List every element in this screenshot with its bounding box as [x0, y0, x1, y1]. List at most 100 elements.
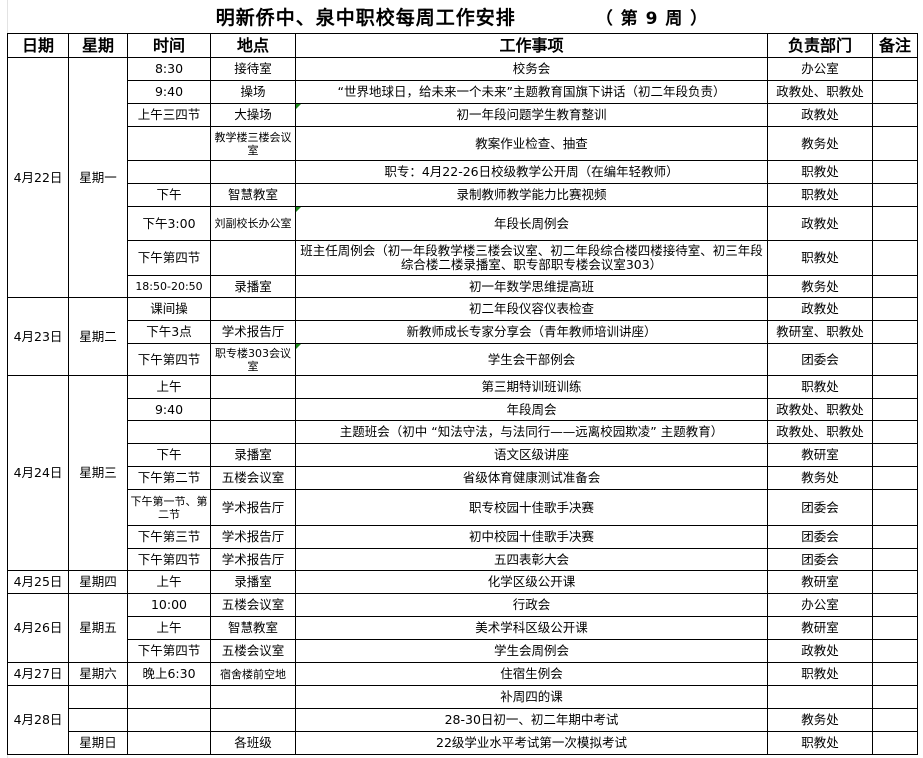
department-cell[interactable]: 教务处 [767, 275, 873, 298]
place-cell[interactable]: 五楼会议室 [210, 466, 296, 490]
time-cell[interactable]: 下午第四节 [127, 343, 211, 376]
date-cell[interactable]: 4月24日 [7, 375, 69, 571]
time-cell[interactable] [127, 708, 211, 732]
department-cell[interactable]: 教研室 [767, 570, 873, 594]
place-cell[interactable] [210, 398, 296, 421]
header-weekday[interactable]: 星期 [68, 33, 128, 58]
time-cell[interactable]: 下午第四节 [127, 639, 211, 663]
place-cell[interactable]: 学术报告厅 [210, 489, 296, 526]
time-cell[interactable]: 课间操 [127, 297, 211, 321]
remarks-cell[interactable] [872, 160, 918, 184]
remarks-cell[interactable] [872, 126, 918, 161]
department-cell[interactable]: 政教处、职教处 [767, 420, 873, 444]
task-cell[interactable]: 学生会干部例会 [295, 343, 768, 376]
time-cell[interactable]: 8:30 [127, 57, 211, 81]
remarks-cell[interactable] [872, 525, 918, 549]
weekday-cell[interactable]: 星期四 [68, 570, 128, 594]
department-cell[interactable]: 教务处 [767, 466, 873, 490]
task-cell[interactable]: 初二年段仪容仪表检查 [295, 297, 768, 321]
department-cell[interactable]: 教务处 [767, 126, 873, 161]
task-cell[interactable]: 22级学业水平考试第一次模拟考试 [295, 731, 768, 755]
department-cell[interactable]: 政教处 [767, 297, 873, 321]
task-cell[interactable]: 新教师成长专家分享会（青年教师培训讲座） [295, 320, 768, 344]
department-cell[interactable]: 职教处 [767, 662, 873, 686]
department-cell[interactable]: 教研室 [767, 616, 873, 640]
task-cell[interactable]: 第三期特训班训练 [295, 375, 768, 399]
department-cell[interactable]: 教务处 [767, 708, 873, 732]
task-cell[interactable]: 省级体育健康测试准备会 [295, 466, 768, 490]
time-cell[interactable]: 晚上6:30 [127, 662, 211, 686]
remarks-cell[interactable] [872, 375, 918, 399]
remarks-cell[interactable] [872, 662, 918, 686]
department-cell[interactable]: 教研室 [767, 443, 873, 467]
date-cell[interactable]: 4月28日 [7, 685, 69, 755]
time-cell[interactable]: 18:50-20:50 [127, 275, 211, 298]
task-cell[interactable]: 28-30日初一、初二年期中考试 [295, 708, 768, 732]
time-cell[interactable]: 10:00 [127, 593, 211, 617]
department-cell[interactable]: 办公室 [767, 57, 873, 81]
time-cell[interactable]: 下午第四节 [127, 240, 211, 276]
time-cell[interactable]: 下午 [127, 443, 211, 467]
task-cell[interactable]: 语文区级讲座 [295, 443, 768, 467]
place-cell[interactable] [210, 708, 296, 732]
time-cell[interactable] [127, 420, 211, 444]
remarks-cell[interactable] [872, 570, 918, 594]
task-cell[interactable]: 年段长周例会 [295, 206, 768, 241]
weekday-cell[interactable] [68, 685, 128, 709]
department-cell[interactable]: 职教处 [767, 375, 873, 399]
task-cell[interactable]: 职专校园十佳歌手决赛 [295, 489, 768, 526]
remarks-cell[interactable] [872, 240, 918, 276]
place-cell[interactable]: 录播室 [210, 275, 296, 298]
remarks-cell[interactable] [872, 57, 918, 81]
task-cell[interactable]: 初一年数学思维提高班 [295, 275, 768, 298]
weekday-cell[interactable]: 星期二 [68, 297, 128, 376]
task-cell[interactable]: 行政会 [295, 593, 768, 617]
remarks-cell[interactable] [872, 639, 918, 663]
weekday-cell[interactable]: 星期三 [68, 375, 128, 571]
time-cell[interactable]: 下午第一节、第二节 [127, 489, 211, 526]
remarks-cell[interactable] [872, 443, 918, 467]
place-cell[interactable]: 接待室 [210, 57, 296, 81]
place-cell[interactable]: 智慧教室 [210, 616, 296, 640]
remarks-cell[interactable] [872, 593, 918, 617]
place-cell[interactable] [210, 240, 296, 276]
time-cell[interactable]: 下午3:00 [127, 206, 211, 241]
time-cell[interactable]: 9:40 [127, 80, 211, 104]
header-department[interactable]: 负责部门 [767, 33, 873, 58]
remarks-cell[interactable] [872, 420, 918, 444]
remarks-cell[interactable] [872, 685, 918, 709]
place-cell[interactable]: 操场 [210, 80, 296, 104]
remarks-cell[interactable] [872, 183, 918, 207]
remarks-cell[interactable] [872, 297, 918, 321]
remarks-cell[interactable] [872, 398, 918, 421]
place-cell[interactable]: 学术报告厅 [210, 525, 296, 549]
department-cell[interactable]: 团委会 [767, 548, 873, 571]
place-cell[interactable]: 录播室 [210, 443, 296, 467]
remarks-cell[interactable] [872, 206, 918, 241]
time-cell[interactable]: 下午第三节 [127, 525, 211, 549]
weekday-cell[interactable]: 星期一 [68, 57, 128, 298]
task-cell[interactable]: 住宿生例会 [295, 662, 768, 686]
remarks-cell[interactable] [872, 731, 918, 755]
task-cell[interactable]: 职专：4月22-26日校级教学公开周（在编年轻教师） [295, 160, 768, 184]
department-cell[interactable]: 团委会 [767, 525, 873, 549]
task-cell[interactable]: 补周四的课 [295, 685, 768, 709]
weekday-cell[interactable]: 星期五 [68, 593, 128, 663]
department-cell[interactable]: 政教处 [767, 103, 873, 127]
task-cell[interactable]: “世界地球日，给未来一个未来”主题教育国旗下讲话（初二年段负责） [295, 80, 768, 104]
remarks-cell[interactable] [872, 275, 918, 298]
remarks-cell[interactable] [872, 320, 918, 344]
task-cell[interactable]: 校务会 [295, 57, 768, 81]
time-cell[interactable]: 上午 [127, 375, 211, 399]
header-time[interactable]: 时间 [127, 33, 211, 58]
remarks-cell[interactable] [872, 708, 918, 732]
department-cell[interactable]: 职教处 [767, 731, 873, 755]
task-cell[interactable]: 录制教师教学能力比赛视频 [295, 183, 768, 207]
place-cell[interactable]: 学术报告厅 [210, 548, 296, 571]
department-cell[interactable]: 教研室、职教处 [767, 320, 873, 344]
place-cell[interactable]: 智慧教室 [210, 183, 296, 207]
remarks-cell[interactable] [872, 80, 918, 104]
header-date[interactable]: 日期 [7, 33, 69, 58]
task-cell[interactable]: 主题班会（初中 “知法守法，与法同行——远离校园欺凌” 主题教育） [295, 420, 768, 444]
place-cell[interactable] [210, 297, 296, 321]
